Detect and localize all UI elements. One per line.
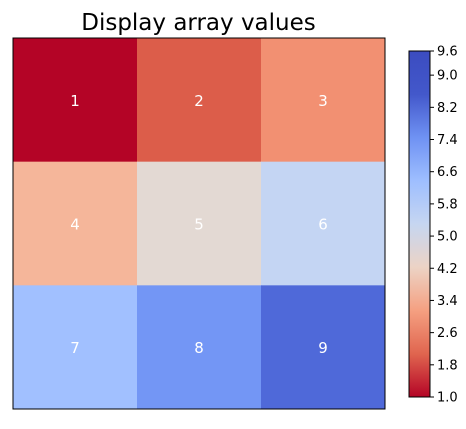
heatmap-cell-1-1: [13, 38, 138, 163]
heatmap-cell-2-1: [13, 161, 138, 286]
cell-label-2-3: 6: [318, 216, 328, 234]
colorbar-tick-label: 3.4: [437, 294, 458, 309]
colorbar-tick-label: 4.2: [437, 262, 458, 277]
colorbar-tick-label: 8.2: [437, 101, 458, 116]
colorbar-tick-label: 1.8: [437, 358, 458, 373]
heatmap-cell-3-3: [261, 285, 386, 410]
colorbar-tick-label: 9.6: [437, 45, 458, 60]
cell-label-3-2: 8: [194, 339, 204, 357]
chart-title: Display array values: [81, 10, 316, 36]
cell-label-3-3: 9: [318, 339, 328, 357]
cell-label-1-3: 3: [318, 92, 328, 110]
cell-label-3-1: 7: [70, 339, 80, 357]
heatmap-cell-2-3: [261, 161, 386, 286]
cell-label-2-1: 4: [70, 216, 80, 234]
heatmap-cell-3-1: [13, 285, 138, 410]
colorbar-ticks: 1.0 1.8 2.6 3.4 4.2 5.0 5.8 6.6 7.4 8.2 9.0 9.6: [430, 45, 458, 406]
colorbar-tick-label: 9.0: [437, 69, 458, 84]
cell-label-1-1: 1: [70, 92, 80, 110]
heatmap-cell-3-2: [137, 285, 262, 410]
plot-frame: [12, 37, 386, 410]
colorbar: [409, 51, 430, 397]
colorbar-tick-label: 1.0: [437, 391, 458, 406]
colorbar-tick-label: 5.8: [437, 197, 458, 212]
colorbar-tick-label: 5.0: [437, 230, 458, 245]
heatmap-cell-1-2: [137, 38, 262, 163]
heatmap-cell-labels: 1 2 3 4 5 6 7 8 9: [70, 92, 328, 357]
colorbar-frame: [408, 50, 431, 398]
heatmap-cells: [13, 38, 386, 410]
heatmap-cell-1-3: [261, 38, 386, 163]
cell-label-2-2: 5: [194, 216, 204, 234]
colorbar-tick-label: 2.6: [437, 326, 458, 341]
cell-label-1-2: 2: [194, 92, 204, 110]
colorbar-tick-label: 6.6: [437, 165, 458, 180]
colorbar-tick-label: 7.4: [437, 133, 458, 148]
heatmap-cell-2-2: [137, 161, 262, 286]
